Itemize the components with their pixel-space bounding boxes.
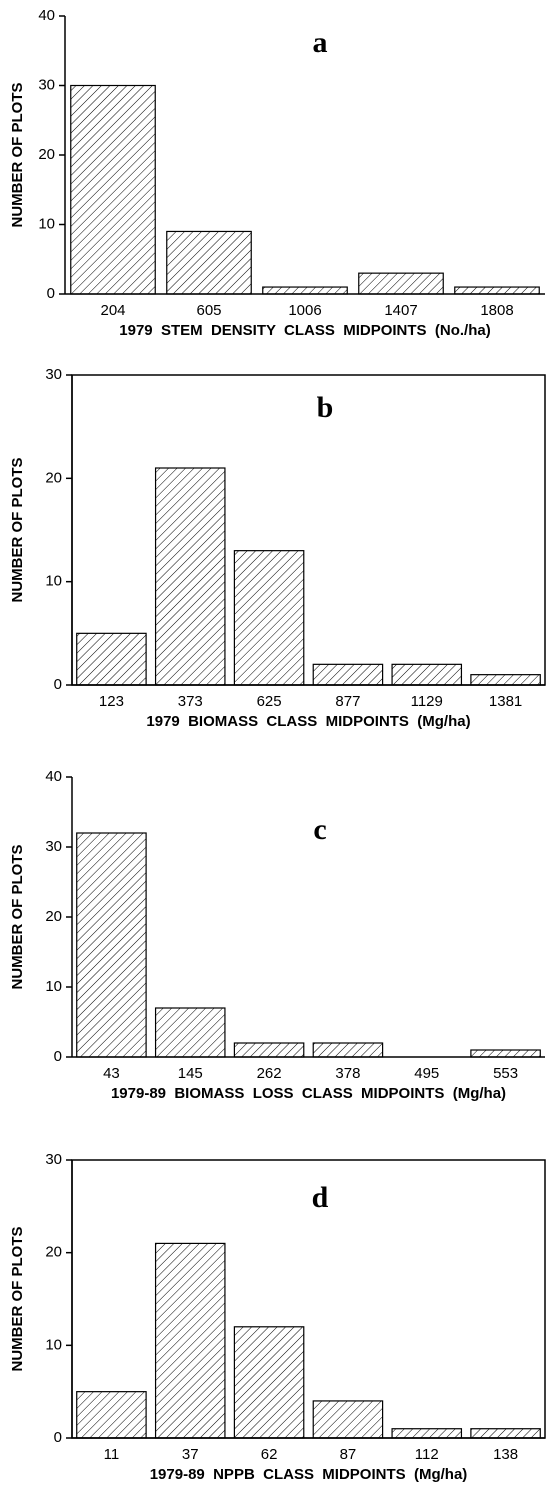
y-axis-label: NUMBER OF PLOTS bbox=[9, 1227, 26, 1372]
y-tick-label: 10 bbox=[45, 978, 62, 995]
x-tick-label: 138 bbox=[493, 1446, 518, 1463]
x-tick-label: 262 bbox=[257, 1065, 282, 1082]
y-tick-label: 30 bbox=[45, 366, 62, 383]
y-tick-label: 30 bbox=[45, 1151, 62, 1168]
bar bbox=[233, 550, 305, 686]
y-tick-label: 0 bbox=[54, 676, 62, 693]
bar bbox=[154, 1242, 226, 1439]
panel-title: b bbox=[317, 391, 334, 424]
bar bbox=[154, 1007, 226, 1058]
bar bbox=[262, 286, 348, 295]
x-tick-label: 87 bbox=[340, 1446, 357, 1463]
y-tick-label: 20 bbox=[38, 146, 55, 163]
bar bbox=[470, 1428, 541, 1439]
bar bbox=[391, 1428, 463, 1439]
y-tick-label: 0 bbox=[54, 1429, 62, 1446]
y-axis-label: NUMBER OF PLOTS bbox=[9, 845, 26, 990]
panel-title: a bbox=[313, 26, 328, 59]
y-tick-label: 30 bbox=[38, 76, 55, 93]
bar bbox=[470, 674, 541, 686]
bar bbox=[391, 663, 463, 686]
bar bbox=[312, 663, 384, 686]
x-tick-label: 1381 bbox=[489, 693, 522, 710]
x-tick-label: 495 bbox=[414, 1065, 439, 1082]
y-axis-label: NUMBER OF PLOTS bbox=[9, 83, 26, 228]
y-tick-label: 40 bbox=[45, 768, 62, 785]
x-tick-label: 204 bbox=[100, 302, 125, 319]
x-tick-label: 37 bbox=[182, 1446, 199, 1463]
y-tick-label: 10 bbox=[38, 215, 55, 232]
y-tick-label: 0 bbox=[54, 1048, 62, 1065]
x-axis-label: 1979 BIOMASS CLASS MIDPOINTS (Mg/ha) bbox=[146, 713, 470, 730]
y-tick-label: 20 bbox=[45, 469, 62, 486]
x-tick-label: 1006 bbox=[288, 302, 321, 319]
x-tick-label: 43 bbox=[103, 1065, 120, 1082]
x-tick-label: 1407 bbox=[384, 302, 417, 319]
frame bbox=[71, 374, 546, 686]
x-tick-label: 123 bbox=[99, 693, 124, 710]
bar bbox=[358, 272, 444, 295]
bar bbox=[70, 84, 156, 295]
x-tick-label: 11 bbox=[104, 1446, 120, 1463]
bar bbox=[76, 832, 147, 1058]
x-tick-label: 145 bbox=[178, 1065, 203, 1082]
x-axis-label: 1979 STEM DENSITY CLASS MIDPOINTS (No./h… bbox=[119, 322, 490, 339]
x-axis-label: 1979-89 NPPB CLASS MIDPOINTS (Mg/ha) bbox=[150, 1466, 468, 1483]
y-tick-label: 40 bbox=[38, 7, 55, 24]
bar bbox=[76, 1391, 147, 1439]
bar bbox=[312, 1042, 384, 1058]
frame bbox=[71, 1159, 546, 1439]
y-axis-label: NUMBER OF PLOTS bbox=[9, 458, 26, 603]
panel-title: d bbox=[312, 1181, 329, 1214]
x-tick-label: 553 bbox=[493, 1065, 518, 1082]
panel-title: c bbox=[313, 813, 326, 846]
x-tick-label: 378 bbox=[335, 1065, 360, 1082]
y-tick-label: 0 bbox=[47, 285, 55, 302]
bar bbox=[470, 1049, 541, 1058]
x-tick-label: 112 bbox=[415, 1446, 439, 1463]
y-tick-label: 20 bbox=[45, 1244, 62, 1261]
x-tick-label: 1129 bbox=[411, 693, 443, 710]
y-tick-label: 10 bbox=[45, 1336, 62, 1353]
bar bbox=[233, 1326, 305, 1439]
x-tick-label: 877 bbox=[335, 693, 360, 710]
y-tick-label: 20 bbox=[45, 908, 62, 925]
bar bbox=[312, 1400, 384, 1439]
x-tick-label: 1808 bbox=[480, 302, 513, 319]
x-tick-label: 373 bbox=[178, 693, 203, 710]
bar bbox=[154, 467, 226, 686]
bar bbox=[166, 230, 252, 295]
y-tick-label: 10 bbox=[45, 573, 62, 590]
x-tick-label: 62 bbox=[261, 1446, 278, 1463]
bar bbox=[76, 632, 147, 686]
bar bbox=[233, 1042, 305, 1058]
x-tick-label: 605 bbox=[196, 302, 221, 319]
x-axis-label: 1979-89 BIOMASS LOSS CLASS MIDPOINTS (Mg… bbox=[111, 1085, 506, 1102]
bar bbox=[454, 286, 540, 295]
y-tick-label: 30 bbox=[45, 838, 62, 855]
x-tick-label: 625 bbox=[257, 693, 282, 710]
